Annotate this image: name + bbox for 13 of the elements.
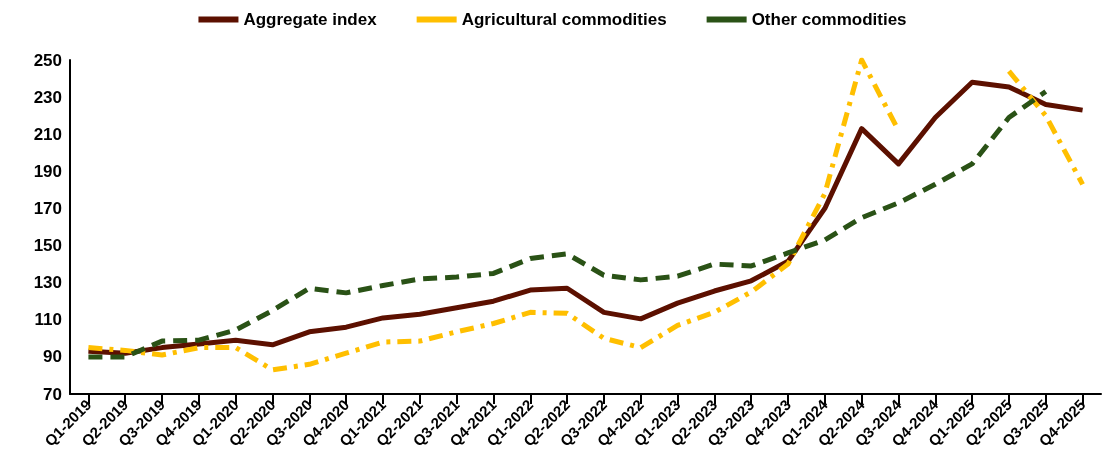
y-tick-label: 110	[34, 310, 62, 330]
y-tick-label: 170	[33, 198, 62, 218]
y-tick-label: 210	[33, 124, 62, 144]
y-tick-label: 130	[33, 273, 62, 293]
y-tick-label: 150	[33, 236, 62, 256]
legend-label: Other commodities	[751, 10, 907, 29]
legend-label: Agricultural commodities	[461, 10, 667, 29]
y-tick-label: 230	[33, 87, 62, 107]
y-tick-label: 90	[43, 347, 62, 367]
y-tick-label: 190	[33, 161, 62, 181]
y-tick-label: 250	[33, 50, 62, 70]
y-tick-label: 70	[43, 384, 62, 404]
legend-label: Aggregate index	[243, 10, 378, 29]
